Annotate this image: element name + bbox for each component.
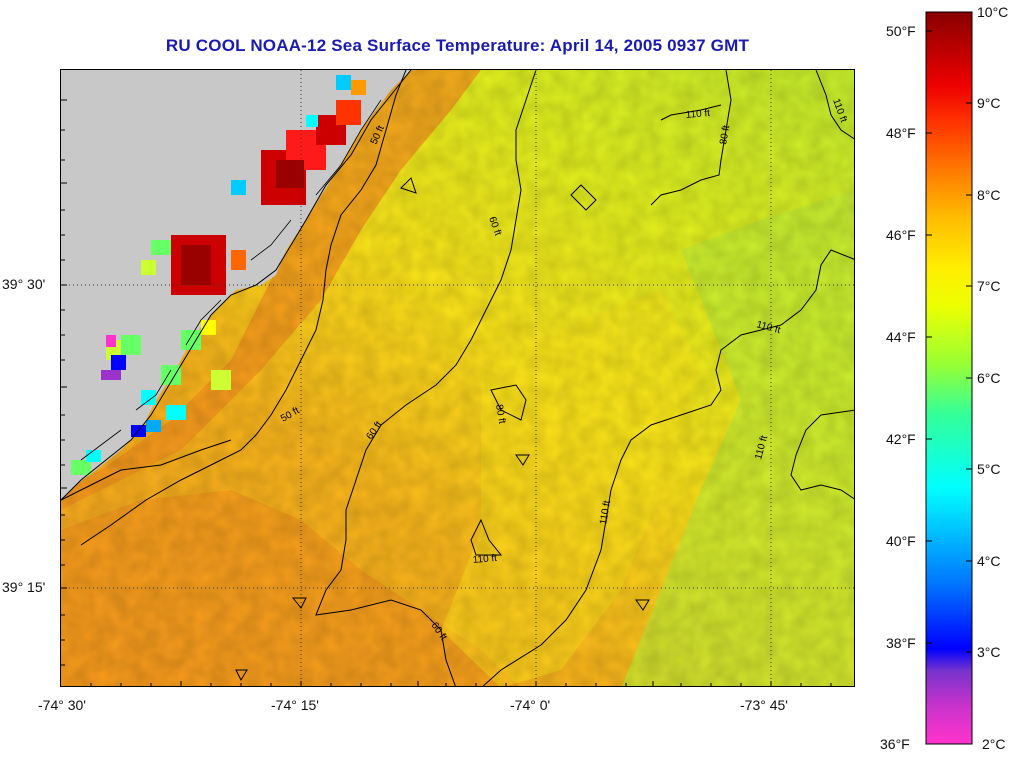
colorbar-c-label: 9°C: [977, 95, 1001, 111]
colorbar-f-label: 50°F: [886, 23, 916, 39]
depth-contours: [80, 70, 854, 686]
colorbar-f-label: 44°F: [886, 329, 916, 345]
contour-label: 110 ft: [685, 108, 710, 121]
colorbar-c-label: 8°C: [977, 187, 1001, 203]
colorbar-f-label: 36°F: [880, 736, 910, 752]
colorbar-f-label: 38°F: [886, 635, 916, 651]
colorbar-c-label: 7°C: [977, 278, 1001, 294]
lon-label: -74° 30': [38, 697, 86, 713]
colorbar-c-label: 10°C: [977, 4, 1009, 20]
coastal-pixels: [71, 75, 366, 475]
colorbar-c-label: 5°C: [977, 461, 1001, 477]
contour-label: 110 ft: [598, 499, 613, 525]
colorbar-c-label: 3°C: [977, 644, 1001, 660]
colorbar-gradient: [925, 11, 973, 745]
lon-label: -74° 0': [510, 697, 551, 713]
graticule: [61, 70, 854, 686]
lat-label: 39° 30': [2, 276, 46, 292]
contour-label: 80 ft: [493, 404, 507, 425]
map-panel: 50 ft 50 ft 60 ft 60 ft 60 ft 80 ft 80 f…: [60, 69, 855, 687]
lon-label: -74° 15': [271, 697, 319, 713]
colorbar-f-label: 40°F: [886, 533, 916, 549]
colorbar-f-label: 46°F: [886, 227, 916, 243]
lat-label: 39° 15': [2, 579, 46, 595]
lon-label: -73° 45': [740, 697, 788, 713]
colorbar-c-label: 4°C: [977, 553, 1001, 569]
coastline: [61, 70, 412, 501]
figure-title: RU COOL NOAA-12 Sea Surface Temperature:…: [165, 36, 750, 55]
contour-label: 80 ft: [718, 124, 732, 145]
colorbar-f-label: 48°F: [886, 125, 916, 141]
colorbar-f-label: 42°F: [886, 431, 916, 447]
colorbar-c-label: 2°C: [982, 736, 1006, 752]
sst-map: 50 ft 50 ft 60 ft 60 ft 60 ft 80 ft 80 f…: [61, 70, 854, 686]
contour-label: 110 ft: [472, 553, 497, 566]
colorbar-c-label: 6°C: [977, 370, 1001, 386]
